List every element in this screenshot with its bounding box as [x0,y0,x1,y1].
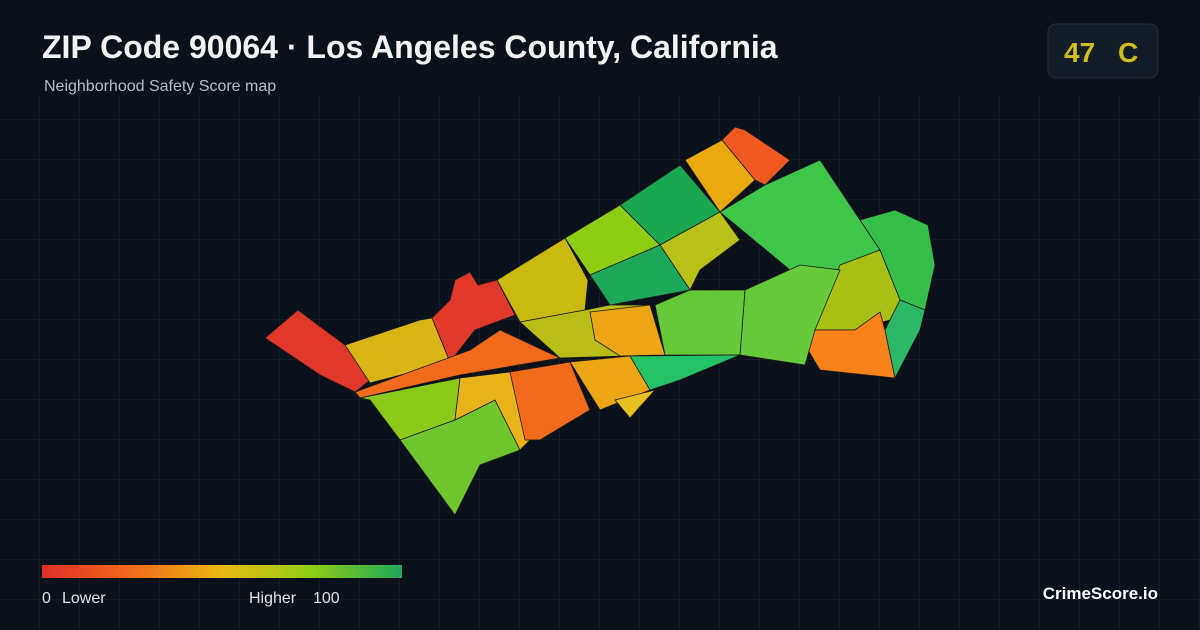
region [721,126,791,186]
region [509,361,591,441]
legend-max: 100 [313,590,340,607]
legend-min: 0 [42,590,51,607]
title: ZIP Code 90064 · Los Angeles County, Cal… [42,29,778,65]
region [629,354,741,391]
region [614,389,657,419]
score-value: 47 [1064,37,1095,68]
brand: CrimeScore.io [1043,584,1158,603]
subtitle: Neighborhood Safety Score map [44,78,276,95]
region [496,237,589,323]
score-grade: C [1118,37,1138,68]
region [884,299,926,380]
legend-low: Lower [62,590,106,607]
region [654,289,746,356]
score-badge [1047,23,1159,79]
legend-bar [42,565,402,578]
legend-high: Higher [249,590,297,607]
region [431,271,516,363]
map [264,126,936,516]
